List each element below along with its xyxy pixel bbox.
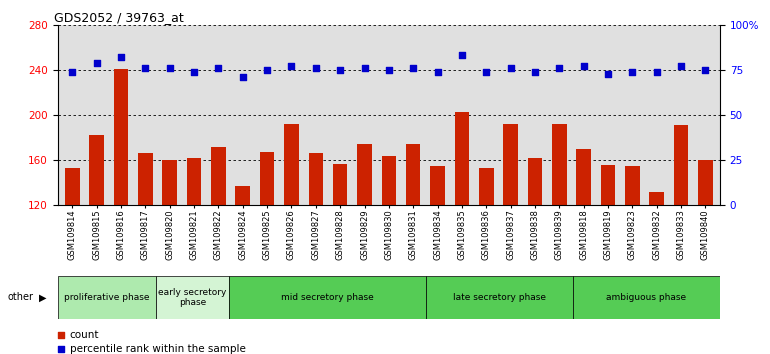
Text: ambiguous phase: ambiguous phase	[606, 293, 686, 302]
Bar	[333, 164, 347, 341]
Bar	[229, 276, 426, 319]
Bar	[284, 124, 299, 341]
Bar	[649, 192, 664, 341]
Point	[91, 60, 103, 65]
Bar	[309, 153, 323, 341]
Bar	[698, 160, 713, 341]
Text: GDS2052 / 39763_at: GDS2052 / 39763_at	[55, 11, 184, 24]
Point	[651, 69, 663, 75]
Bar	[58, 276, 156, 319]
Bar	[156, 276, 229, 319]
Point	[139, 65, 152, 71]
Point	[675, 63, 687, 69]
Bar	[382, 156, 396, 341]
Bar	[552, 124, 567, 341]
Point	[163, 65, 176, 71]
Point	[55, 346, 67, 352]
Point	[66, 69, 79, 75]
Text: count: count	[69, 330, 99, 340]
Text: ▶: ▶	[38, 292, 46, 302]
Point	[504, 65, 517, 71]
Point	[213, 65, 225, 71]
Bar	[138, 153, 152, 341]
Point	[115, 55, 127, 60]
Point	[383, 67, 395, 73]
Bar	[527, 158, 542, 341]
Point	[310, 65, 322, 71]
Bar	[357, 144, 372, 341]
Point	[431, 69, 444, 75]
Bar	[426, 276, 573, 319]
Text: proliferative phase: proliferative phase	[64, 293, 149, 302]
Point	[626, 69, 638, 75]
Point	[578, 63, 590, 69]
Text: early secretory
phase: early secretory phase	[159, 288, 227, 307]
Text: mid secretory phase: mid secretory phase	[281, 293, 374, 302]
Point	[334, 67, 346, 73]
Bar	[601, 165, 615, 341]
Bar	[674, 125, 688, 341]
Text: percentile rank within the sample: percentile rank within the sample	[69, 344, 246, 354]
Bar	[236, 186, 250, 341]
Bar	[65, 168, 79, 341]
Text: late secretory phase: late secretory phase	[453, 293, 546, 302]
Point	[261, 67, 273, 73]
Point	[602, 71, 614, 76]
Point	[55, 332, 67, 338]
Point	[407, 65, 420, 71]
Bar	[625, 166, 640, 341]
Bar	[406, 144, 420, 341]
Point	[188, 69, 200, 75]
Point	[456, 53, 468, 58]
Point	[358, 65, 370, 71]
Bar	[259, 152, 274, 341]
Bar	[187, 158, 202, 341]
Bar	[89, 135, 104, 341]
Point	[480, 69, 492, 75]
Point	[236, 74, 249, 80]
Bar	[504, 124, 518, 341]
Point	[553, 65, 565, 71]
Point	[286, 63, 298, 69]
Bar	[454, 112, 469, 341]
Text: other: other	[8, 292, 34, 302]
Bar	[479, 168, 494, 341]
Point	[699, 67, 711, 73]
Bar	[430, 166, 445, 341]
Bar	[211, 147, 226, 341]
Bar	[576, 149, 591, 341]
Point	[529, 69, 541, 75]
Bar	[114, 69, 129, 341]
Bar	[573, 276, 720, 319]
Bar	[162, 160, 177, 341]
